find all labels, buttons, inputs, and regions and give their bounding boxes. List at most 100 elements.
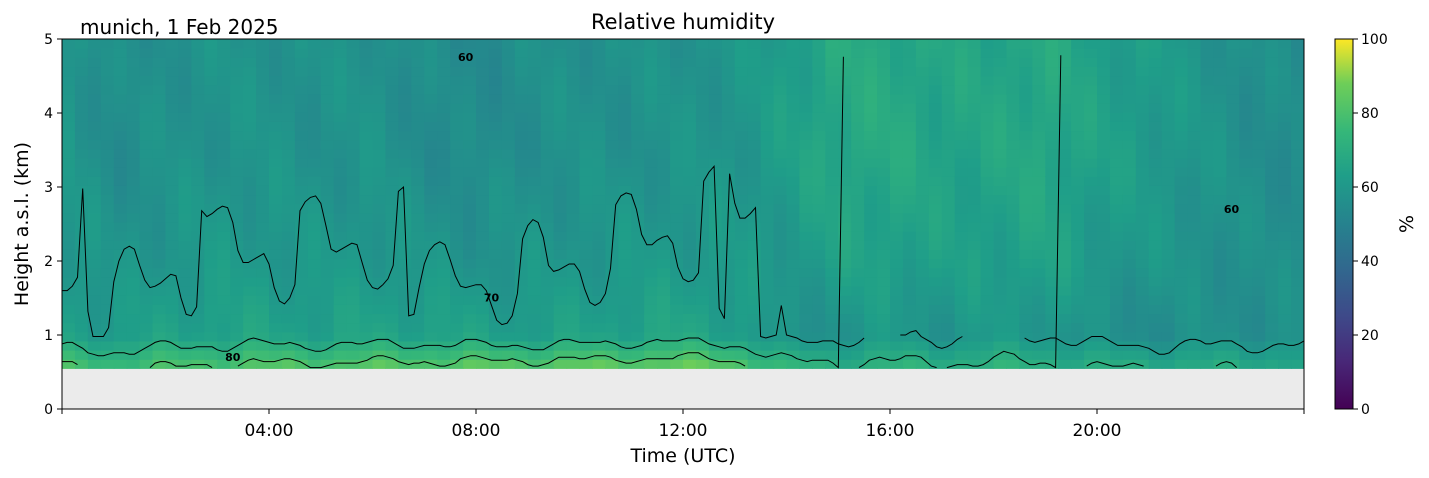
heatmap-cell [333, 139, 348, 150]
heatmap-cell [346, 240, 361, 250]
heatmap-cell [1135, 57, 1150, 68]
heatmap-cell [527, 340, 542, 351]
heatmap-cell [902, 93, 917, 104]
heatmap-cell [74, 331, 89, 342]
heatmap-cell [346, 93, 361, 104]
heatmap-cell [424, 121, 438, 132]
heatmap-cell [1097, 112, 1111, 122]
heatmap-cell [721, 48, 736, 58]
heatmap-cell [618, 176, 632, 186]
heatmap-cell [1084, 93, 1098, 104]
heatmap-cell [320, 167, 335, 177]
heatmap-cell [760, 148, 775, 159]
heatmap-cell [618, 103, 632, 113]
heatmap-cell [812, 322, 826, 333]
heatmap-cell [1278, 322, 1292, 333]
heatmap-cell [372, 121, 387, 132]
heatmap-cell [1252, 304, 1266, 315]
heatmap-cell [1226, 139, 1240, 150]
heatmap-cell [230, 194, 244, 205]
heatmap-cell [126, 249, 141, 260]
heatmap-cell [902, 167, 917, 177]
heatmap-cell [1019, 340, 1033, 351]
heatmap-cell [670, 103, 684, 113]
heatmap-cell [372, 212, 387, 223]
heatmap-cell [62, 258, 76, 269]
heatmap-cell [191, 48, 205, 58]
heatmap-cell [670, 130, 684, 141]
heatmap-cell [333, 112, 348, 122]
heatmap-cell [1097, 167, 1111, 177]
heatmap-cell [747, 340, 762, 351]
heatmap-cell [488, 258, 503, 269]
heatmap-cell [191, 194, 205, 205]
heatmap-cell [1045, 75, 1059, 86]
heatmap-cell [1187, 167, 1202, 177]
heatmap-cell [902, 350, 917, 360]
heatmap-cell [320, 148, 335, 159]
heatmap-cell [1084, 112, 1098, 122]
heatmap-cell [139, 285, 154, 296]
heatmap-cell [670, 285, 684, 296]
heatmap-cell [450, 258, 464, 269]
heatmap-cell [799, 285, 813, 296]
heatmap-cell [566, 39, 581, 49]
heatmap-cell [618, 212, 632, 223]
heatmap-cell [941, 39, 956, 49]
heatmap-cell [230, 167, 244, 177]
heatmap-cell [631, 221, 645, 232]
heatmap-cell [566, 203, 581, 214]
heatmap-cell [1226, 221, 1240, 232]
heatmap-cell [204, 340, 218, 351]
heatmap-cell [566, 295, 581, 305]
heatmap-cell [62, 212, 76, 223]
heatmap-cell [217, 39, 231, 49]
heatmap-cell [1122, 139, 1137, 150]
heatmap-cell [902, 258, 917, 269]
x-tick-label: 04:00 [245, 421, 294, 441]
heatmap-cell [993, 93, 1008, 104]
heatmap-cell [747, 295, 762, 305]
heatmap-cell [333, 295, 348, 305]
heatmap-cell [1122, 48, 1137, 58]
heatmap-cell [398, 57, 412, 68]
heatmap-cell [773, 203, 788, 214]
heatmap-cell [411, 48, 425, 58]
heatmap-cell [359, 285, 374, 296]
heatmap-cell [1006, 203, 1020, 214]
heatmap-cell [281, 48, 296, 58]
heatmap-cell [450, 304, 464, 315]
heatmap-cell [463, 103, 477, 113]
heatmap-cell [825, 322, 839, 333]
heatmap-cell [928, 350, 943, 360]
heatmap-cell [385, 48, 399, 58]
heatmap-cell [579, 285, 594, 296]
heatmap-cell [191, 112, 205, 122]
heatmap-cell [437, 130, 451, 141]
heatmap-cell [864, 359, 878, 369]
contour-line [237, 352, 746, 369]
heatmap-cell [62, 157, 76, 168]
heatmap-cell [618, 167, 632, 177]
heatmap-cell [708, 39, 723, 49]
heatmap-cell [514, 176, 529, 186]
heatmap-cell [967, 340, 982, 351]
heatmap-cell [204, 57, 218, 68]
heatmap-cell [372, 331, 387, 342]
heatmap-cell [877, 75, 891, 86]
heatmap-cell [243, 121, 257, 132]
heatmap-cell [786, 157, 801, 168]
heatmap-cell [424, 66, 438, 77]
heatmap-cell [100, 276, 115, 287]
heatmap-cell [1278, 148, 1292, 159]
heatmap-cell [605, 258, 619, 269]
heatmap-cell [631, 84, 645, 95]
heatmap-cell [501, 185, 516, 196]
heatmap-cell [747, 221, 762, 232]
heatmap-cell [721, 231, 736, 241]
heatmap-cell [566, 322, 581, 333]
heatmap-cell [1045, 295, 1059, 305]
heatmap-cell [1109, 359, 1124, 369]
heatmap-cell [243, 139, 257, 150]
heatmap-cell [1200, 203, 1215, 214]
